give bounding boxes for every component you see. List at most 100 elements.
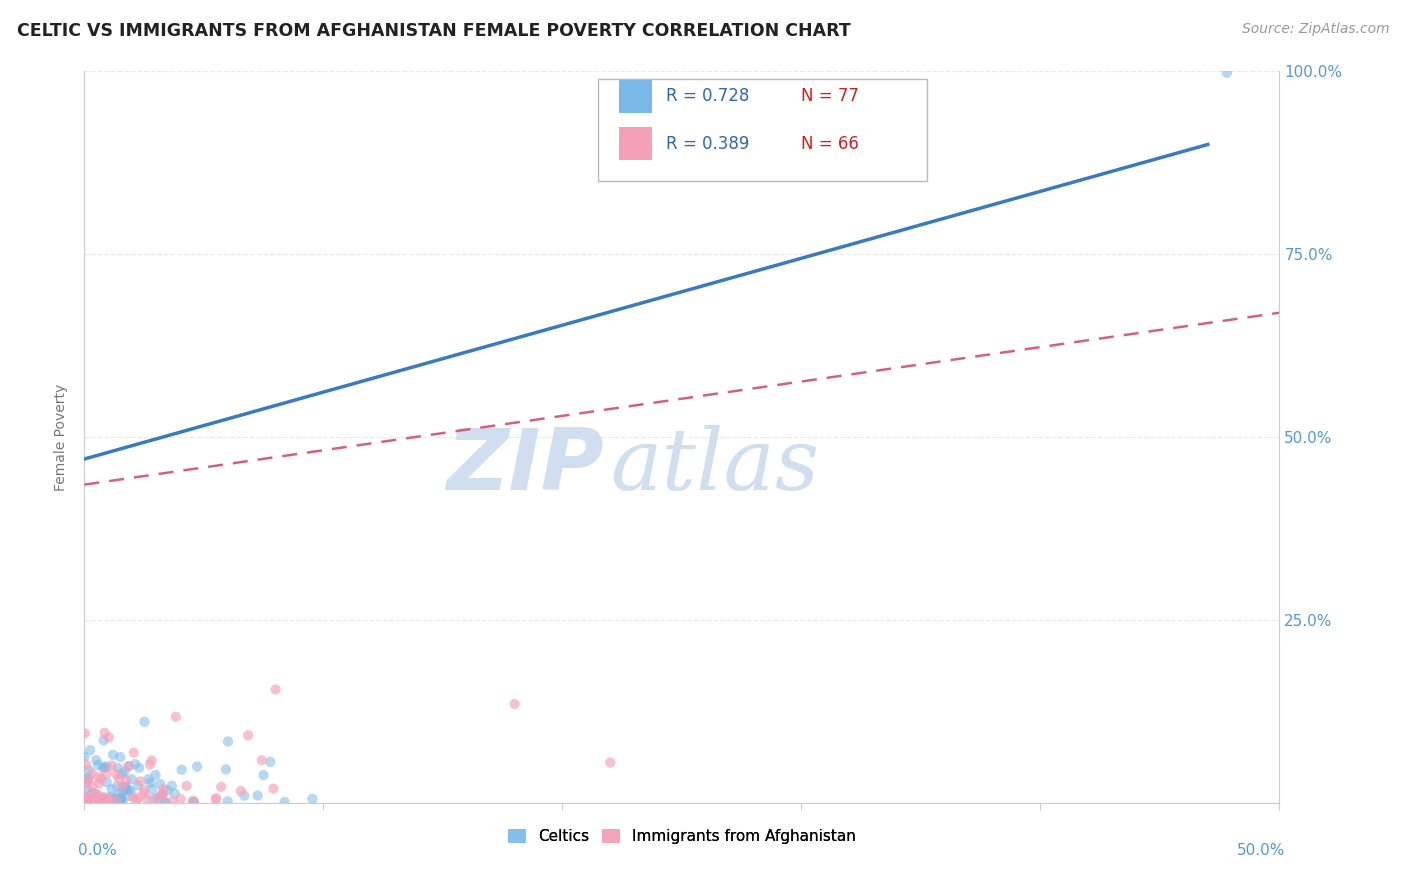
Point [135,792,157,806]
Point [77,789,100,804]
Point [77,771,100,785]
Point [98,793,121,807]
Point [96,775,118,789]
Point [96,759,118,773]
Point [110,790,132,805]
Point [117,789,139,803]
Point [77,794,100,808]
Point [122,790,145,805]
Point [89,792,111,806]
Point [87,758,110,772]
Point [124,757,146,772]
Y-axis label: Female Poverty: Female Poverty [55,384,69,491]
FancyBboxPatch shape [619,128,652,161]
Point [148,791,170,805]
Point [145,791,167,805]
Point [93,760,115,774]
Point [156,783,179,797]
Point [128,761,150,775]
Point [125,793,148,807]
Point [134,786,156,800]
Point [127,778,149,792]
Point [233,789,256,803]
Point [101,793,124,807]
Point [105,791,128,805]
Point [134,783,156,797]
Point [111,795,134,809]
Point [152,782,174,797]
Point [87,794,110,808]
Point [75,793,97,807]
Point [79,790,101,805]
Point [96,794,118,808]
Point [82,779,104,793]
Point [139,757,162,772]
Point [89,791,111,805]
Point [82,766,104,780]
Point [263,781,285,796]
Point [100,782,122,797]
Point [120,784,142,798]
Point [110,793,132,807]
Point [150,789,173,803]
Point [77,792,100,806]
Text: 50.0%: 50.0% [1237,843,1285,858]
Point [204,792,226,806]
Point [155,795,177,809]
Text: Source: ZipAtlas.com: Source: ZipAtlas.com [1241,22,1389,37]
Point [84,787,107,801]
Point [1216,66,1239,80]
Point [141,782,163,797]
Point [229,784,252,798]
Point [89,793,111,807]
FancyBboxPatch shape [599,78,927,181]
Point [145,768,167,782]
Point [118,783,141,797]
Point [82,786,104,800]
Point [107,761,129,775]
Point [217,734,239,748]
Point [105,793,128,807]
Point [149,777,172,791]
Text: CELTIC VS IMMIGRANTS FROM AFGHANISTAN FEMALE POVERTY CORRELATION CHART: CELTIC VS IMMIGRANTS FROM AFGHANISTAN FE… [17,22,851,40]
Text: R = 0.389: R = 0.389 [666,135,749,153]
Point [111,767,134,781]
Point [115,773,138,788]
Point [117,759,139,773]
Point [112,780,135,794]
Point [301,792,323,806]
Point [273,795,295,809]
Point [86,787,108,801]
Point [73,750,96,764]
Point [73,726,96,740]
Point [252,768,274,782]
Text: N = 66: N = 66 [801,135,859,153]
Point [117,759,139,773]
Point [183,796,205,810]
Point [142,791,165,805]
Point [217,794,239,808]
Point [97,792,120,806]
Point [122,746,145,760]
Point [87,796,110,810]
Point [138,772,160,787]
Text: 0.0%: 0.0% [79,843,117,858]
Point [94,790,117,805]
Point [76,777,98,791]
FancyBboxPatch shape [619,80,652,112]
Point [165,710,187,724]
Point [77,795,100,809]
Point [114,780,136,794]
Point [73,789,96,804]
Point [129,774,152,789]
Point [105,767,128,781]
Point [91,790,114,805]
Point [127,790,149,805]
Point [259,755,281,769]
Point [176,779,198,793]
Point [87,795,110,809]
Point [93,726,115,740]
Point [75,757,97,772]
Point [246,789,269,803]
Point [181,795,204,809]
